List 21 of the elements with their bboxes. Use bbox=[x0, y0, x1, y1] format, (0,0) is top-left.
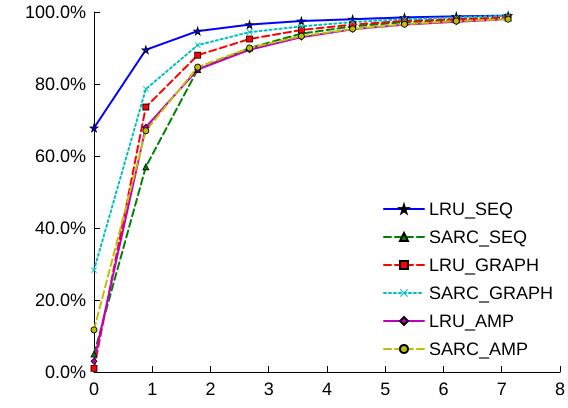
legend-label: SARC_GRAPH bbox=[428, 283, 553, 303]
x-tick-label: 2 bbox=[205, 379, 216, 399]
legend-label: SARC_AMP bbox=[428, 339, 528, 359]
legend-label: SARC_SEQ bbox=[428, 227, 528, 247]
legend-label: LRU_SEQ bbox=[428, 199, 514, 219]
x-tick-label: 8 bbox=[554, 379, 565, 399]
legend-label: LRU_AMP bbox=[428, 311, 514, 331]
x-tick-label: 6 bbox=[438, 379, 449, 399]
x-tick-label: 3 bbox=[264, 379, 274, 399]
x-tick-label: 7 bbox=[496, 379, 507, 399]
y-tick-label: 100.0% bbox=[24, 2, 86, 22]
y-tick-label: 0.0% bbox=[44, 362, 86, 382]
x-tick-label: 0 bbox=[88, 379, 100, 399]
x-tick-label: 1 bbox=[147, 379, 158, 399]
y-tick-label: 80.0% bbox=[34, 74, 86, 94]
x-tick-label: 5 bbox=[380, 379, 390, 399]
y-tick-label: 60.0% bbox=[34, 146, 86, 166]
y-tick-label: 20.0% bbox=[34, 290, 86, 310]
legend-label: LRU_GRAPH bbox=[428, 255, 539, 275]
y-tick-label: 40.0% bbox=[34, 218, 86, 238]
x-tick-label: 4 bbox=[322, 379, 332, 399]
